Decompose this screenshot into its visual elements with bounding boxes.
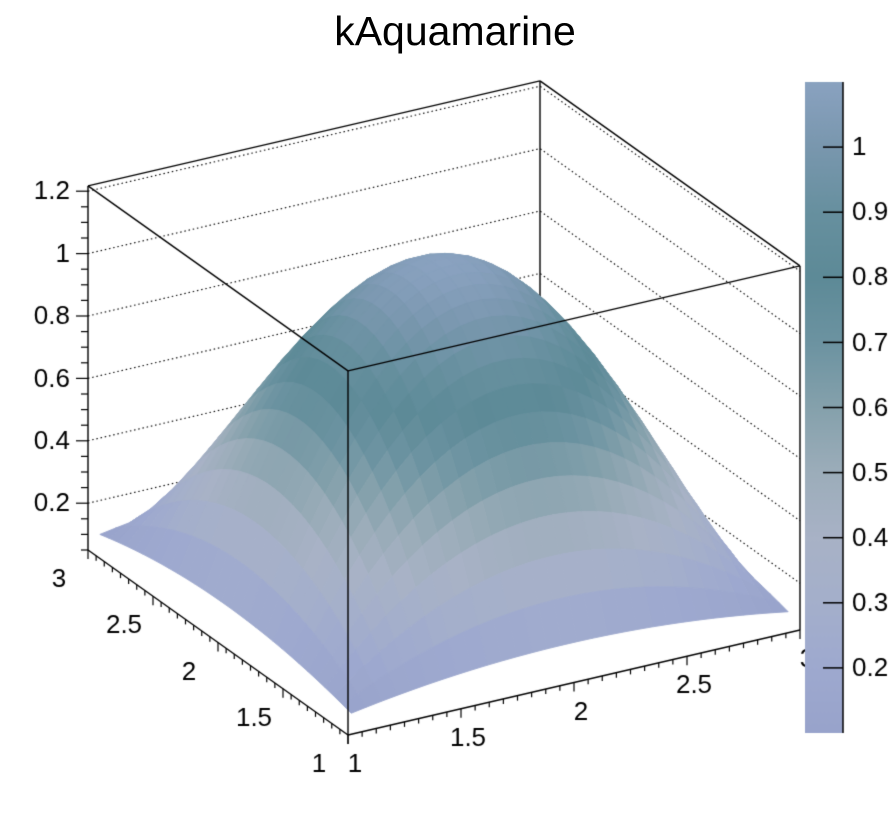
plot-title: kAquamarine [334,8,576,54]
